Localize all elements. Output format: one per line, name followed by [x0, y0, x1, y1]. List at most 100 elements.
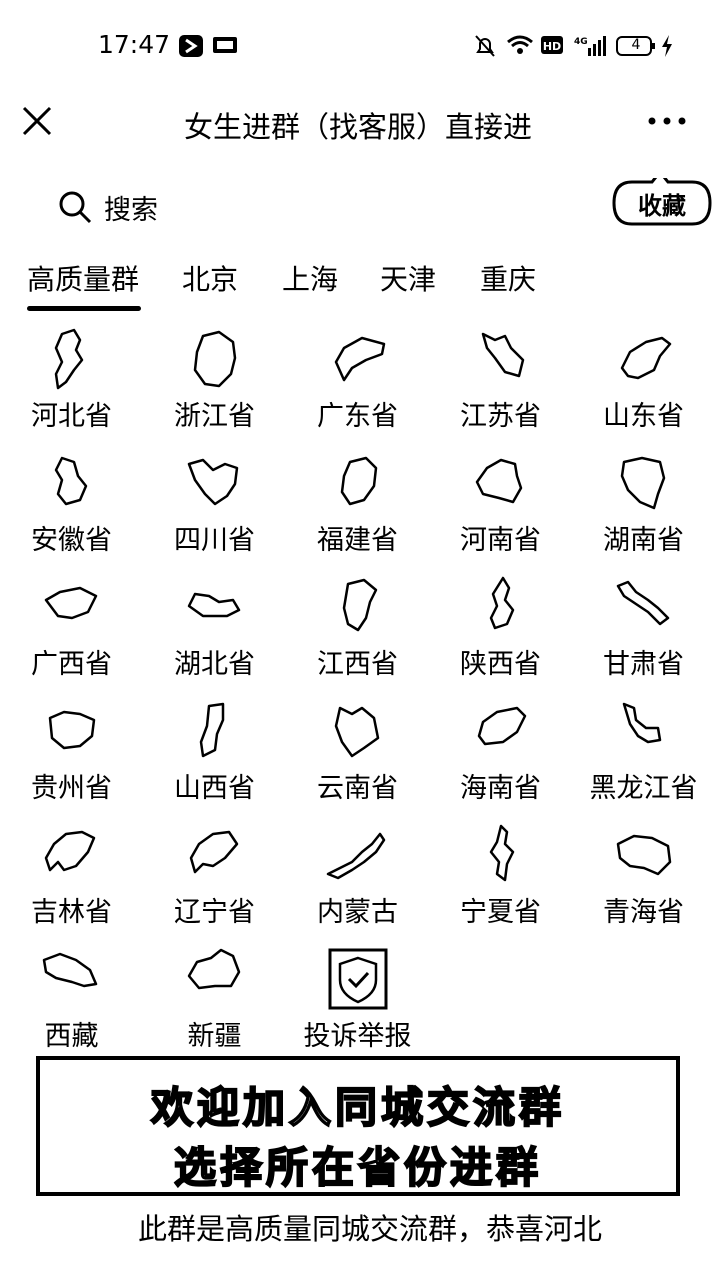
svg-text:4G: 4G — [574, 37, 588, 47]
province-label: 广东省 — [317, 401, 398, 432]
tab-shanghai[interactable]: 上海 — [282, 263, 339, 296]
province-item[interactable]: 广西省 — [0, 568, 143, 692]
search-row: 搜索 收藏 — [0, 170, 716, 250]
province-label: 宁夏省 — [460, 897, 541, 928]
province-item[interactable]: 四川省 — [143, 444, 286, 568]
province-item[interactable]: 河北省 — [0, 320, 143, 444]
province-map-icon — [54, 328, 84, 390]
province-map-icon — [342, 578, 378, 632]
report-label: 投诉举报 — [303, 1021, 412, 1052]
favorite-button[interactable]: 收藏 — [638, 192, 686, 220]
province-item[interactable]: 甘肃省 — [572, 568, 715, 692]
report-item[interactable]: 投诉举报 — [286, 940, 429, 1064]
province-label: 湖北省 — [174, 649, 255, 680]
province-item[interactable]: 浙江省 — [143, 320, 286, 444]
province-item[interactable]: 山西省 — [143, 692, 286, 816]
province-map-icon — [326, 832, 386, 880]
province-map-icon — [616, 580, 670, 626]
province-map-icon — [187, 458, 239, 506]
province-item[interactable]: 辽宁省 — [143, 816, 286, 940]
tab-beijing[interactable]: 北京 — [182, 263, 239, 296]
wifi-icon — [507, 35, 533, 54]
province-item[interactable]: 江西省 — [286, 568, 429, 692]
province-item[interactable]: 安徽省 — [0, 444, 143, 568]
close-icon[interactable] — [22, 106, 52, 136]
province-map-icon — [340, 456, 378, 506]
province-map-icon — [475, 458, 523, 504]
welcome-banner: 欢迎加入同城交流群 选择所在省份进群 — [36, 1056, 680, 1196]
province-item[interactable]: 青海省 — [572, 816, 715, 940]
province-label: 四川省 — [174, 525, 255, 556]
page-title: 女生进群（找客服）直接进 — [183, 110, 532, 144]
province-item[interactable]: 新疆 — [143, 940, 286, 1064]
province-item[interactable]: 吉林省 — [0, 816, 143, 940]
province-grid: 河北省 浙江省 广东省 江苏省 山东省安徽省 四川省 福建省 河南省 湖南省广西省 湖北省 江西省 陕… — [0, 320, 716, 1060]
province-item[interactable]: 山东省 — [572, 320, 715, 444]
province-map-icon — [54, 456, 88, 506]
province-label: 内蒙古 — [317, 897, 398, 928]
province-map-icon — [489, 576, 515, 630]
province-label: 新疆 — [187, 1021, 242, 1052]
province-map-icon — [187, 592, 241, 618]
province-map-icon — [189, 830, 239, 874]
active-tab-indicator — [27, 306, 141, 311]
charging-icon — [662, 35, 672, 57]
more-icon[interactable] — [646, 106, 690, 136]
province-item[interactable]: 西藏 — [0, 940, 143, 1064]
province-map-icon — [620, 456, 666, 510]
province-label: 广西省 — [31, 649, 112, 680]
province-label: 西藏 — [44, 1021, 99, 1052]
status-bar: 17:47 HD 4G 4 — [0, 0, 716, 90]
province-label: 福建省 — [317, 525, 398, 556]
province-label: 山西省 — [174, 773, 255, 804]
province-map-icon — [622, 702, 662, 744]
province-item[interactable]: 云南省 — [286, 692, 429, 816]
search-input[interactable]: 搜索 — [104, 195, 158, 226]
marquee-text: 此群是高质量同城交流群，恭喜河北 — [138, 1206, 674, 1252]
province-map-icon — [481, 332, 525, 378]
svg-text:HD: HD — [543, 40, 561, 53]
banner-line-2: 选择所在省份进群 — [173, 1142, 542, 1193]
tab-high-quality[interactable]: 高质量群 — [27, 263, 140, 296]
province-label: 河南省 — [460, 525, 541, 556]
province-map-icon — [199, 702, 225, 758]
province-item[interactable]: 内蒙古 — [286, 816, 429, 940]
province-label: 云南省 — [317, 773, 398, 804]
province-map-icon — [187, 948, 241, 990]
province-item[interactable]: 宁夏省 — [429, 816, 572, 940]
province-label: 贵州省 — [31, 773, 112, 804]
province-label: 安徽省 — [31, 525, 112, 556]
favorite-bubble[interactable] — [612, 178, 712, 228]
tab-tianjin[interactable]: 天津 — [380, 263, 437, 296]
province-item[interactable]: 江苏省 — [429, 320, 572, 444]
province-item[interactable]: 海南省 — [429, 692, 572, 816]
province-label: 陕西省 — [460, 649, 541, 680]
province-map-icon — [44, 586, 98, 620]
province-item[interactable]: 贵州省 — [0, 692, 143, 816]
tab-chongqing[interactable]: 重庆 — [480, 263, 537, 296]
province-label: 山东省 — [603, 401, 684, 432]
province-map-icon — [489, 824, 515, 882]
province-label: 辽宁省 — [174, 897, 255, 928]
province-item[interactable]: 广东省 — [286, 320, 429, 444]
signal-icon: 4G — [574, 36, 606, 56]
province-label: 海南省 — [460, 773, 541, 804]
banner-line-1: 欢迎加入同城交流群 — [150, 1082, 565, 1133]
province-item[interactable]: 湖南省 — [572, 444, 715, 568]
battery-icon — [616, 36, 655, 56]
province-map-icon — [334, 706, 380, 758]
province-map-icon — [334, 336, 386, 382]
search-icon[interactable] — [58, 190, 92, 224]
province-item[interactable]: 陕西省 — [429, 568, 572, 692]
province-item[interactable]: 河南省 — [429, 444, 572, 568]
province-item[interactable]: 黑龙江省 — [572, 692, 715, 816]
province-item[interactable]: 湖北省 — [143, 568, 286, 692]
province-label: 吉林省 — [31, 897, 112, 928]
hd-icon: HD — [541, 36, 563, 54]
shield-check-icon — [328, 948, 388, 1010]
province-map-icon — [616, 834, 672, 876]
province-map-icon — [193, 330, 237, 388]
marquee-label: 此群是高质量同城交流群，恭喜河北 — [138, 1212, 603, 1246]
province-item[interactable]: 福建省 — [286, 444, 429, 568]
status-time: 17:47 — [98, 30, 171, 59]
